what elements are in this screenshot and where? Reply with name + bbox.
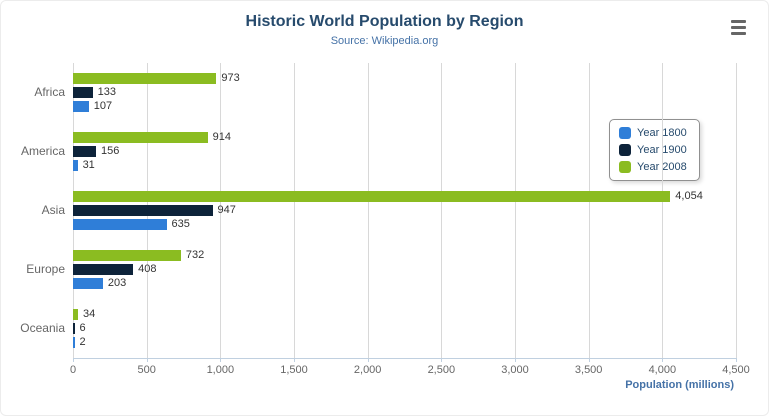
x-tick-label: 4,500	[722, 364, 750, 376]
gridline	[662, 63, 664, 358]
category-label: Africa	[34, 85, 65, 99]
bar	[73, 337, 75, 348]
bar	[73, 132, 208, 143]
gridline	[294, 63, 295, 358]
bar-value-label: 635	[171, 218, 190, 230]
x-axis-label: Population (millions)	[625, 379, 734, 391]
category-label: Europe	[26, 262, 65, 276]
bar	[73, 309, 78, 320]
bar-value-label: 732	[185, 249, 205, 261]
x-tick-label: 3,500	[574, 364, 603, 376]
axis-tick	[73, 358, 74, 362]
bar	[73, 264, 134, 275]
category-label: America	[20, 144, 65, 158]
x-tick-label: 3,000	[501, 364, 529, 376]
axis-tick	[588, 358, 590, 362]
bar-value-label: 914	[212, 131, 232, 143]
bar-value-label: 34	[83, 308, 96, 320]
gridline	[588, 63, 590, 358]
bar	[73, 278, 103, 289]
x-tick-label: 500	[137, 364, 156, 376]
gridline	[220, 63, 222, 358]
axis-tick	[736, 358, 737, 362]
axis-tick	[146, 358, 148, 362]
category-label: Asia	[41, 203, 65, 217]
bar-value-label: 947	[217, 204, 236, 216]
bar	[73, 73, 217, 84]
legend-item[interactable]: Year 2008	[619, 161, 687, 173]
bar-value-label: 107	[93, 100, 113, 112]
axis-tick	[294, 358, 295, 362]
x-axis-line	[73, 358, 736, 359]
hamburger-icon	[730, 19, 746, 23]
bar	[73, 146, 96, 157]
x-tick-label: 1,500	[280, 364, 308, 376]
gridline	[736, 63, 737, 358]
axis-tick	[367, 358, 369, 362]
x-tick-label: 2,500	[427, 364, 456, 376]
axis-tick	[515, 358, 516, 362]
legend-label: Year 1800	[637, 127, 687, 139]
gridline	[515, 63, 516, 358]
bar-value-label: 973	[221, 72, 240, 84]
axis-tick	[441, 358, 443, 362]
legend-label: Year 1900	[637, 144, 687, 156]
bar-value-label: 4,054	[675, 190, 703, 202]
x-tick-label: 1,000	[206, 364, 235, 376]
bar-value-label: 6	[79, 322, 86, 334]
bar	[73, 191, 671, 202]
bar	[73, 219, 167, 230]
bar-value-label: 2	[79, 336, 86, 348]
bar	[73, 160, 78, 171]
x-tick-label: 0	[69, 364, 77, 376]
export-menu-button[interactable]	[726, 17, 750, 37]
legend-swatch	[619, 127, 631, 139]
gridline	[441, 63, 443, 358]
x-tick-label: 4,000	[648, 364, 677, 376]
axis-tick	[220, 358, 222, 362]
bar	[73, 323, 75, 334]
chart-subtitle: Source: Wikipedia.org	[330, 35, 439, 47]
x-tick-label: 2,000	[353, 364, 382, 376]
axis-tick	[662, 358, 664, 362]
bar-value-label: 203	[107, 277, 127, 289]
hamburger-icon	[730, 25, 746, 29]
chart-title: Historic World Population by Region	[245, 13, 524, 30]
legend-swatch	[619, 144, 631, 156]
gridline	[367, 63, 369, 358]
bar-value-label: 408	[138, 263, 157, 275]
legend-swatch	[619, 161, 631, 173]
legend-label: Year 2008	[637, 161, 687, 173]
hamburger-icon	[730, 31, 746, 35]
bar-value-label: 31	[82, 159, 95, 171]
bar	[73, 250, 181, 261]
bar-value-label: 156	[100, 145, 120, 157]
bar	[73, 205, 213, 216]
legend: Year 1800 Year 1900 Year 2008	[609, 119, 700, 181]
bar-value-label: 133	[97, 86, 116, 98]
legend-item[interactable]: Year 1800	[619, 127, 687, 139]
bar	[73, 101, 89, 112]
legend-item[interactable]: Year 1900	[619, 144, 687, 156]
bar	[73, 87, 93, 98]
category-label: Oceania	[20, 321, 65, 335]
